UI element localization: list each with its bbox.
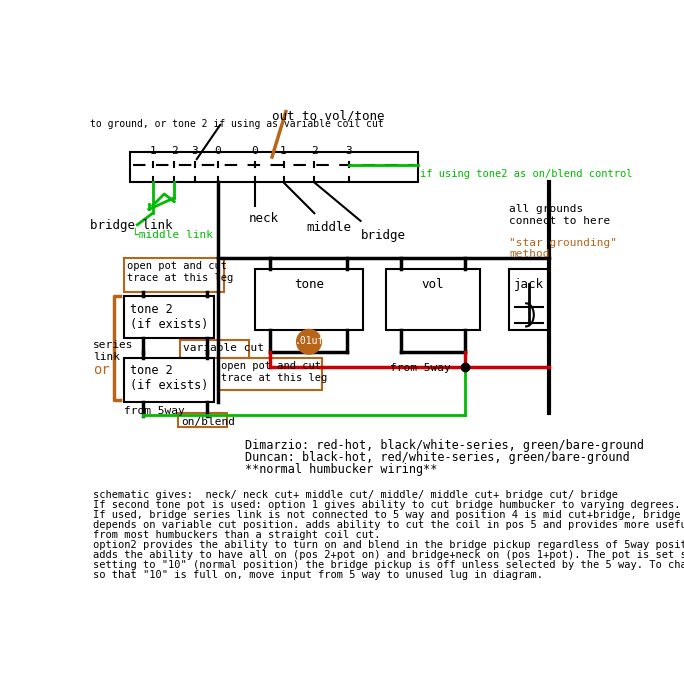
Text: if using tone2 as on/blend control: if using tone2 as on/blend control — [420, 169, 632, 178]
Text: 2: 2 — [171, 146, 178, 156]
Text: 0: 0 — [215, 146, 222, 156]
Text: adds the ability to have all on (pos 2+pot on) and bridge+neck on (pos 1+pot). T: adds the ability to have all on (pos 2+p… — [94, 550, 684, 560]
Text: 0: 0 — [252, 146, 259, 156]
Text: out to vol/tone: out to vol/tone — [272, 109, 384, 122]
Text: If used, bridge series link is not connected to 5 way and position 4 is mid cut+: If used, bridge series link is not conne… — [94, 510, 684, 521]
Text: series
link: series link — [94, 340, 134, 362]
Text: 2: 2 — [311, 146, 318, 156]
Bar — [255, 269, 363, 330]
Bar — [180, 340, 249, 358]
Text: vol: vol — [422, 278, 444, 291]
Text: If second tone pot is used: option 1 gives ability to cut bridge humbucker to va: If second tone pot is used: option 1 giv… — [94, 500, 681, 510]
Text: Dimarzio: red-hot, black/white-series, green/bare-ground: Dimarzio: red-hot, black/white-series, g… — [245, 439, 644, 452]
Text: **normal humbucker wiring**: **normal humbucker wiring** — [245, 464, 438, 477]
Text: open pot and cut
trace at this leg: open pot and cut trace at this leg — [127, 261, 233, 283]
Text: variable cut: variable cut — [183, 344, 264, 353]
Text: └middle link: └middle link — [132, 230, 213, 240]
Text: bridge link: bridge link — [90, 220, 172, 233]
Text: on/blend: on/blend — [181, 416, 235, 427]
Text: tone 2
(if exists): tone 2 (if exists) — [131, 303, 209, 331]
Text: Duncan: black-hot, red/white-series, green/bare-ground: Duncan: black-hot, red/white-series, gre… — [245, 451, 630, 464]
Text: option2 provides the ability to turn on and blend in the bridge pickup regardles: option2 provides the ability to turn on … — [94, 541, 684, 550]
Text: tone: tone — [294, 278, 324, 291]
Text: from 5way: from 5way — [390, 363, 451, 372]
Bar — [218, 358, 322, 390]
Text: 3: 3 — [345, 146, 352, 156]
Text: .01uf: .01uf — [294, 336, 324, 346]
Text: so that "10" is full on, move input from 5 way to unused lug in diagram.: so that "10" is full on, move input from… — [94, 571, 543, 580]
Text: setting to "10" (normal position) the bridge pickup is off unless selected by th: setting to "10" (normal position) the br… — [94, 560, 684, 571]
Bar — [178, 414, 227, 427]
Circle shape — [297, 329, 321, 354]
Text: 3: 3 — [192, 146, 198, 156]
Bar — [129, 152, 419, 182]
Text: middle: middle — [306, 221, 352, 234]
Text: bridge: bridge — [360, 228, 406, 241]
Text: "star grounding"
method: "star grounding" method — [509, 238, 617, 259]
Text: from most humbuckers than a straight coil cut.: from most humbuckers than a straight coi… — [94, 530, 381, 541]
Bar — [124, 258, 224, 292]
Bar — [509, 269, 549, 330]
Text: tone 2
(if exists): tone 2 (if exists) — [131, 364, 209, 392]
Text: from 5way: from 5way — [124, 405, 185, 416]
Bar — [124, 296, 214, 338]
Text: depends on variable cut position. adds ability to cut the coil in pos 5 and prov: depends on variable cut position. adds a… — [94, 521, 684, 530]
Text: 1: 1 — [149, 146, 156, 156]
Bar — [124, 358, 214, 402]
Text: to ground, or tone 2 if using as variable coil cut: to ground, or tone 2 if using as variabl… — [90, 119, 383, 128]
Text: open pot and cut
trace at this leg: open pot and cut trace at this leg — [221, 361, 328, 383]
Text: neck: neck — [249, 212, 279, 225]
Text: all grounds
connect to here: all grounds connect to here — [509, 204, 610, 226]
Text: or: or — [94, 364, 110, 377]
Text: schematic gives:  neck/ neck cut+ middle cut/ middle/ middle cut+ bridge cut/ br: schematic gives: neck/ neck cut+ middle … — [94, 490, 618, 500]
Text: jack: jack — [514, 278, 544, 291]
Text: 1: 1 — [280, 146, 287, 156]
Bar — [386, 269, 480, 330]
